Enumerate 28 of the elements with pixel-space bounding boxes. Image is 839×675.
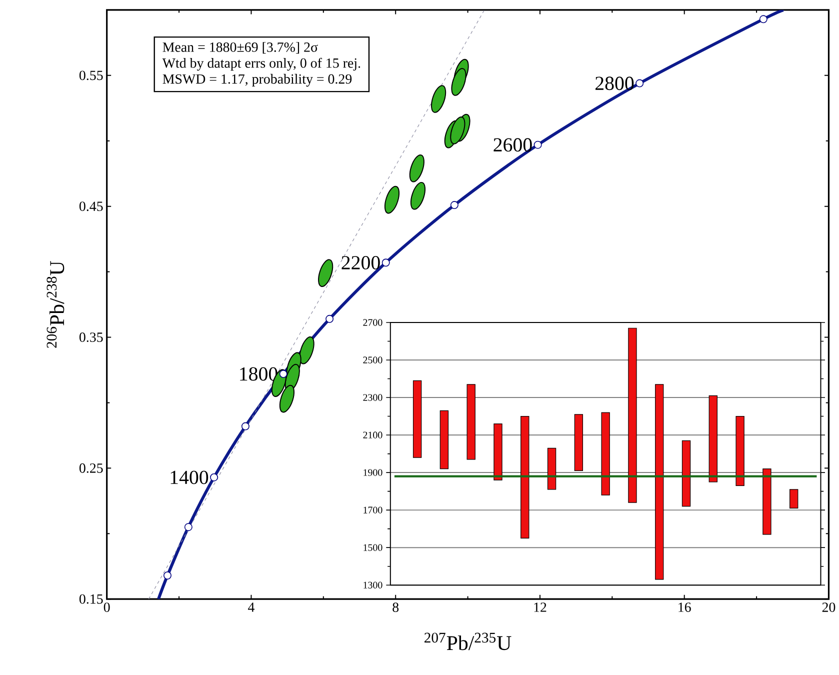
y-tick-label: 0.55 (79, 70, 103, 80)
y-tick-label: 2500 (363, 356, 382, 364)
x-tick-label: 8 (392, 602, 399, 612)
y-tick-label: 2700 (363, 319, 382, 326)
x-tick-label: 4 (248, 602, 254, 612)
y-tick-label: 1900 (364, 469, 382, 476)
annotation: 2200 (342, 256, 380, 270)
y-tick-label: 1700 (364, 506, 382, 514)
y-tick-label: 0.45 (79, 202, 103, 212)
annotation: 2600 (494, 138, 532, 152)
x-tick-label: 20 (822, 602, 836, 612)
x-tick-label: 0 (104, 602, 110, 612)
x-tick-label: 12 (534, 602, 546, 612)
y-tick-label: 1500 (364, 544, 382, 551)
annotation: Wtd by datapt errs only, 0 of 15 rej. (162, 58, 360, 71)
annotation: Mean = 1880±69 [3.7%] 2σ (162, 42, 318, 54)
y-tick-label: 1300 (364, 582, 382, 588)
y-tick-label: 0.15 (79, 594, 103, 604)
y-tick-label: 2100 (363, 432, 382, 438)
y-tick-label: 0.25 (79, 463, 103, 473)
x-axis-title: $^{207}$Pb/$^{235}$U (424, 632, 512, 650)
annotation: 2800 (595, 76, 634, 90)
annotation: MSWD = 1.17, probability = 0.29 (162, 74, 352, 87)
y-tick-label: 0.35 (79, 332, 103, 342)
x-tick-label: 16 (678, 602, 691, 612)
y-tick-label: 2300 (363, 394, 382, 401)
y-axis-title: $^{206}$Pb/$^{238}$U (46, 261, 64, 348)
annotation: 1400 (170, 470, 208, 484)
